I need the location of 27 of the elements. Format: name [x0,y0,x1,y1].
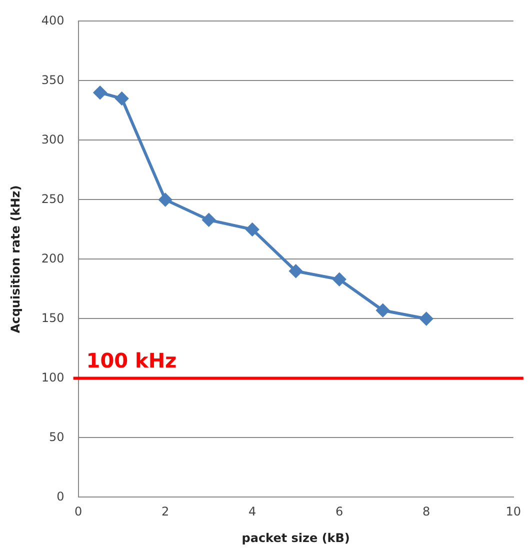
point [94,86,107,100]
y-tick-label: 300 [41,132,64,146]
x-tick-label: 8 [422,504,430,519]
x-tick-label: 2 [161,504,170,519]
x-tick-label: 0 [74,504,82,519]
y-tick-label: 350 [41,72,64,87]
y-tick-label: 100 [41,370,64,384]
point [376,304,390,317]
y-axis-title: Acquisition rate (kHz) [8,185,22,334]
x-axis-title: packet size (kB) [242,530,350,545]
x-tick-label: 4 [248,504,256,519]
ref-line-label: 100 kHz [86,348,177,372]
point [246,222,259,236]
y-tick-label: 50 [49,430,64,444]
y-tick-label: 150 [41,310,64,325]
point [332,272,346,286]
point [158,193,172,206]
y-tick-label: 250 [41,192,64,206]
point [202,213,216,226]
point [289,264,302,278]
point [115,92,128,106]
y-tick-label: 0 [56,489,64,504]
y-tick-label: 400 [41,13,64,28]
point [420,312,433,326]
x-tick-label: 10 [506,504,522,519]
y-tick-label: 200 [41,251,64,266]
x-tick-label: 6 [336,504,344,519]
